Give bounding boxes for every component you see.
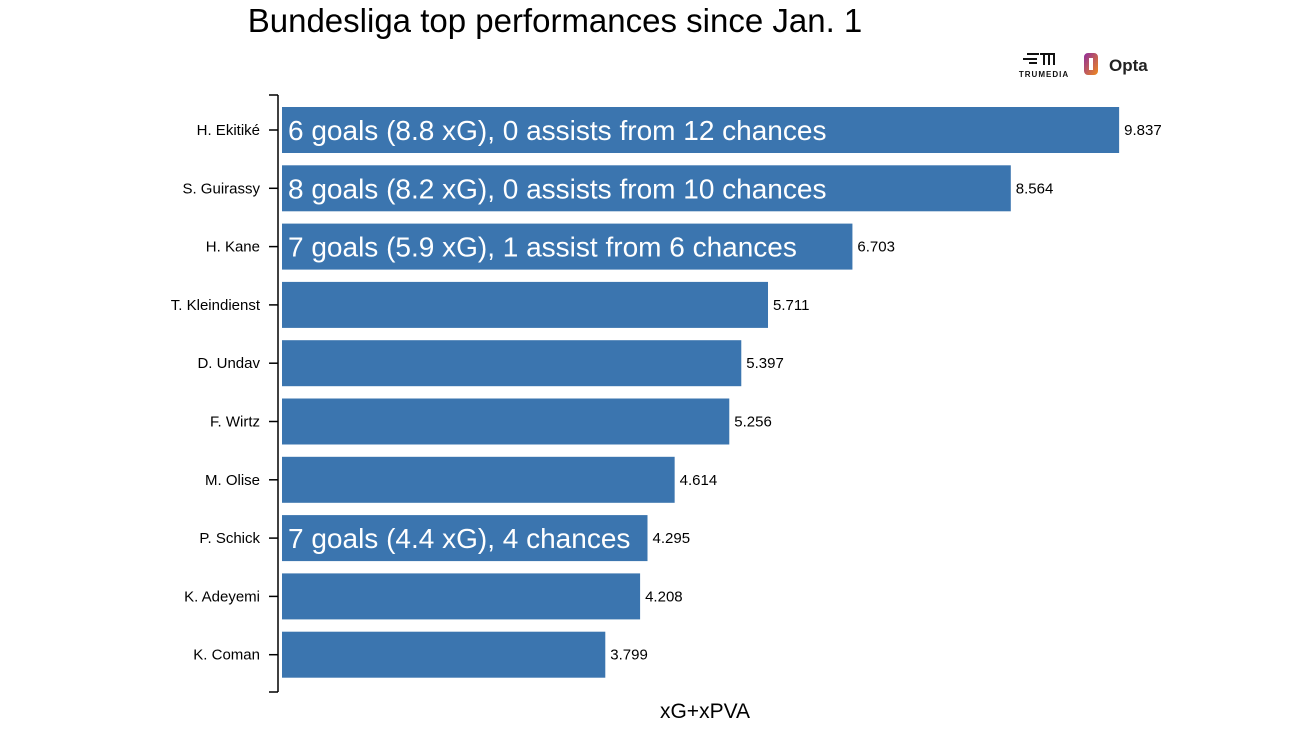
bar [282,515,648,562]
data-label: 4.614 [680,472,718,489]
y-tick-label: H. Ekitiké [197,122,260,139]
data-label: 4.208 [645,588,683,605]
y-tick-label: T. Kleindienst [171,297,261,314]
opta-logo: Opta [1082,50,1162,80]
chart-title: Bundesliga top performances since Jan. 1 [247,2,863,39]
bar-annotation: 7 goals (5.9 xG), 1 assist from 6 chance… [288,232,797,263]
data-label: 6.703 [857,239,895,256]
opta-logo-icon: Opta [1084,53,1148,75]
bar-annotation: 7 goals (4.4 xG), 4 chances [288,523,630,554]
y-tick-label: P. Schick [199,530,260,547]
data-label: 9.837 [1124,122,1162,139]
data-label: 5.256 [734,414,772,431]
bar [282,223,853,270]
y-tick-label: H. Kane [206,239,260,256]
bar-annotation: 6 goals (8.8 xG), 0 assists from 12 chan… [288,115,826,146]
data-label: 8.564 [1016,180,1054,197]
data-label: 5.711 [773,297,809,314]
y-tick-label: K. Coman [193,647,260,664]
bar-annotation: 8 goals (8.2 xG), 0 assists from 10 chan… [288,173,826,204]
bar [282,631,606,678]
trumedia-logo-icon: TRUMEDIA [1019,53,1069,79]
bar [282,165,1011,212]
trumedia-logo: TRUMEDIA [1013,50,1075,80]
x-axis-label: xG+xPVA [659,700,751,723]
bar [282,340,742,387]
y-tick-label: D. Undav [197,355,260,372]
y-tick-label: K. Adeyemi [184,588,260,605]
y-tick-label: F. Wirtz [210,414,260,431]
bar [282,456,675,503]
bar [282,107,1120,153]
opta-logo-text: Opta [1109,56,1148,75]
bar [282,398,730,445]
trumedia-logo-text: TRUMEDIA [1019,70,1069,79]
data-label: 3.799 [610,647,648,664]
data-label: 5.397 [746,355,784,372]
y-tick-label: S. Guirassy [182,180,260,197]
bar [282,573,641,620]
y-tick-label: M. Olise [205,472,260,489]
bar [282,281,769,328]
data-label: 4.295 [653,530,691,547]
